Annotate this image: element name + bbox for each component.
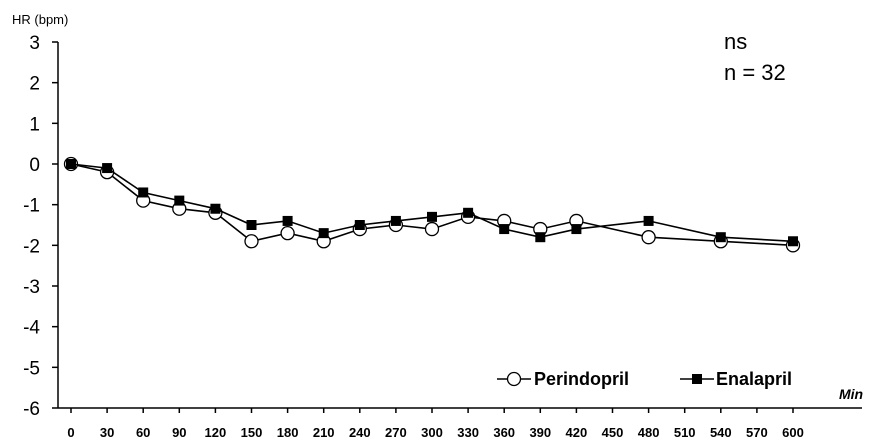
data-point-perindopril [641, 230, 656, 245]
data-point-perindopril [280, 225, 295, 241]
data-point-enalapril [390, 215, 401, 226]
data-point-enalapril [282, 215, 293, 226]
y-axis-label: HR (bpm) [12, 12, 68, 27]
x-tick-label: 60 [136, 425, 150, 440]
legend-item-enalapril: Enalapril [680, 369, 792, 389]
x-tick-label: 570 [746, 425, 768, 440]
x-tick-label: 300 [421, 425, 443, 440]
y-tick-label: -1 [23, 196, 40, 217]
annotation-ns: ns [724, 29, 747, 54]
data-point-enalapril [66, 159, 76, 169]
legend-item-perindopril: Perindopril [497, 369, 629, 389]
y-tick-label: -6 [23, 399, 40, 420]
data-point-enalapril [427, 211, 437, 222]
y-tick-label: -2 [23, 236, 40, 257]
data-point-enalapril [174, 195, 185, 206]
x-tick-label: 360 [493, 425, 515, 440]
series-line-enalapril [70, 163, 794, 243]
data-point-perindopril [424, 221, 440, 237]
data-point-enalapril [499, 224, 510, 235]
annotation-n: n = 32 [724, 60, 786, 85]
data-point-enalapril [102, 163, 113, 174]
data-point-enalapril [354, 220, 365, 230]
data-point-enalapril [788, 236, 798, 247]
y-tick-label: -4 [23, 318, 40, 339]
y-tick-label: 2 [29, 74, 40, 95]
legend-marker [692, 374, 702, 384]
series-layer [63, 156, 801, 253]
data-point-enalapril [210, 203, 221, 214]
x-tick-label: 180 [277, 425, 299, 440]
data-point-enalapril [643, 215, 654, 226]
data-point-enalapril [138, 187, 149, 198]
data-point-enalapril [535, 232, 546, 243]
y-tick-label: -5 [23, 358, 40, 379]
x-tick-label: 450 [602, 425, 624, 440]
x-tick-label: 210 [313, 425, 335, 440]
data-point-enalapril [318, 228, 329, 239]
x-tick-label: 600 [782, 425, 804, 440]
x-tick-label: 510 [674, 425, 696, 440]
x-tick-label: 480 [638, 425, 660, 440]
x-tick-label: 150 [241, 425, 263, 440]
y-tick-label: -3 [23, 277, 40, 298]
legend-label: Perindopril [534, 369, 629, 389]
x-tick-label: 90 [172, 425, 186, 440]
series-enalapril [66, 159, 798, 247]
axes [57, 42, 862, 409]
x-tick-label: 270 [385, 425, 407, 440]
x-tick-label: 0 [67, 425, 74, 440]
x-tick-label: 390 [529, 425, 551, 440]
data-point-enalapril [246, 220, 257, 230]
y-tick-label: 3 [29, 33, 40, 54]
legend-marker [506, 371, 522, 387]
y-tick-label: 1 [29, 114, 40, 135]
x-axis-label: Min [839, 386, 863, 402]
x-tick-label: 540 [710, 425, 732, 440]
legend: Perindopril Enalapril [497, 369, 792, 389]
data-point-enalapril [463, 207, 474, 218]
data-point-enalapril [715, 232, 726, 243]
x-tick-label: 30 [100, 425, 114, 440]
data-point-perindopril [244, 234, 259, 249]
x-ticks: 0 30 60 90 120 150 180 210 240 270 300 330 360 390 420… [67, 408, 804, 440]
x-tick-label: 330 [457, 425, 479, 440]
y-tick-label: 0 [29, 155, 40, 176]
data-point-enalapril [571, 224, 582, 235]
legend-label: Enalapril [716, 369, 792, 389]
x-tick-label: 120 [205, 425, 227, 440]
y-ticks: 3 2 1 0 -1 -2 -3 -4 -5 -6 [23, 33, 58, 420]
x-tick-label: 240 [349, 425, 371, 440]
x-tick-label: 420 [566, 425, 588, 440]
